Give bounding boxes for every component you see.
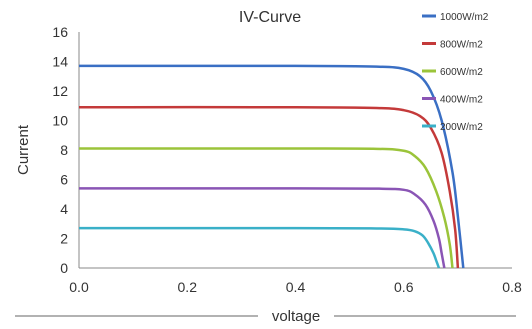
series-lines: [78, 64, 465, 269]
y-tick-label: 0: [60, 260, 68, 276]
y-axis-label: Current: [15, 124, 32, 175]
series-line-600w-m2: [78, 147, 454, 269]
y-tick-label: 2: [60, 231, 68, 247]
x-tick-label: 0.8: [502, 279, 522, 295]
y-tick-labels: 0 2 4 6 8 10 12 14 16: [52, 24, 68, 276]
y-tick-label: 14: [52, 54, 68, 70]
x-tick-label: 0.6: [394, 279, 414, 295]
legend-label: 600W/m2: [440, 67, 483, 78]
series-line-1000w-m2: [78, 64, 465, 269]
y-tick-label: 4: [60, 201, 68, 217]
x-tick-label: 0.0: [69, 279, 89, 295]
series-line-200w-m2: [78, 226, 441, 269]
legend-label: 400W/m2: [440, 95, 483, 106]
chart-title: IV-Curve: [239, 9, 301, 26]
series-line-400w-m2: [78, 187, 446, 269]
y-tick-label: 12: [52, 83, 68, 99]
plot-area: [78, 32, 512, 269]
y-tick-label: 10: [52, 113, 68, 129]
y-tick-label: 8: [60, 142, 68, 158]
y-tick-label: 6: [60, 172, 68, 188]
x-tick-labels: 0.0 0.2 0.4 0.6 0.8: [69, 279, 522, 295]
x-axis-label: voltage: [272, 308, 320, 325]
y-tick-label: 16: [52, 24, 68, 40]
x-tick-label: 0.4: [286, 279, 306, 295]
legend-label: 200W/m2: [440, 122, 483, 133]
x-tick-label: 0.2: [178, 279, 198, 295]
legend-label: 800W/m2: [440, 40, 483, 51]
series-line-800w-m2: [78, 105, 460, 269]
legend: 1000W/m2 800W/m2 600W/m2 400W/m2 200W/m2: [422, 12, 489, 133]
legend-label: 1000W/m2: [440, 12, 489, 23]
